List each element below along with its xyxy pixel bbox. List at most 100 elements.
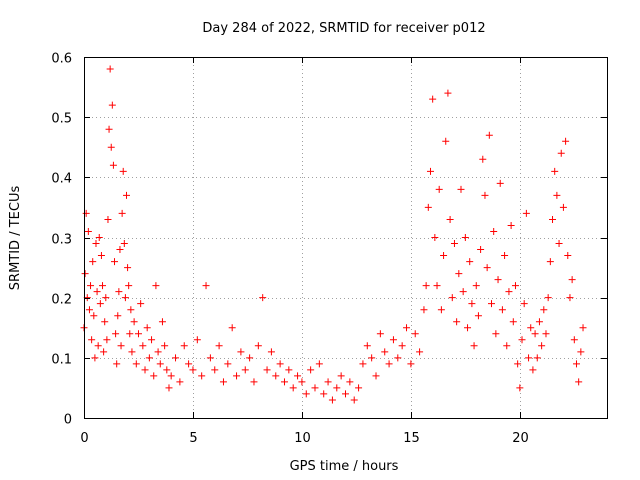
data-point (124, 264, 132, 272)
data-point (127, 306, 135, 314)
data-point (120, 240, 128, 248)
data-point (542, 330, 550, 338)
data-point (444, 89, 452, 97)
data-point (527, 324, 535, 332)
data-point (474, 312, 482, 320)
data-point (126, 330, 134, 338)
data-point (96, 300, 104, 308)
data-point (172, 354, 180, 362)
data-point (575, 378, 583, 386)
y-tick-label: 0.2 (51, 293, 72, 308)
data-point (150, 372, 158, 380)
data-point (185, 360, 193, 368)
data-point (477, 246, 485, 254)
data-point (156, 360, 164, 368)
data-point (105, 125, 113, 133)
data-point (509, 318, 517, 326)
data-point (381, 348, 389, 356)
data-point (416, 348, 424, 356)
data-point (141, 366, 149, 374)
y-tick-label: 0.3 (51, 233, 72, 248)
data-point (241, 366, 249, 374)
data-point (246, 354, 254, 362)
data-point (546, 258, 554, 266)
x-tick-label: 15 (403, 431, 420, 446)
data-point (429, 95, 437, 103)
x-tick-labels: 0 5 10 15 20 (80, 431, 528, 446)
data-point (468, 300, 476, 308)
y-axis-label: SRMTID / TECUs (8, 186, 23, 291)
data-point (453, 318, 461, 326)
data-point (263, 366, 271, 374)
data-point (535, 318, 543, 326)
data-point (431, 234, 439, 241)
data-point (104, 215, 112, 223)
data-point (324, 378, 332, 386)
data-point (564, 252, 572, 260)
data-point (101, 318, 109, 326)
data-point (457, 185, 465, 193)
data-point (501, 252, 509, 260)
data-point (111, 258, 119, 266)
data-point (148, 336, 156, 344)
data-point (276, 360, 284, 368)
data-point (481, 191, 489, 199)
grid-lines (84, 57, 607, 418)
y-tick-labels: 0 0.1 0.2 0.3 0.4 0.5 0.6 (51, 52, 72, 428)
data-point (254, 342, 262, 350)
x-tick-label: 5 (189, 431, 197, 446)
data-point (298, 378, 306, 386)
data-point (85, 306, 93, 314)
data-point (100, 348, 108, 356)
data-point (152, 282, 160, 290)
data-point (570, 336, 578, 344)
chart-title: Day 284 of 2022, SRMTID for receiver p01… (202, 21, 485, 36)
data-point (450, 240, 458, 248)
data-point (551, 167, 559, 175)
data-point (158, 318, 166, 326)
data-point (411, 330, 419, 338)
data-point (117, 342, 125, 350)
data-point (488, 300, 496, 308)
data-point (94, 342, 102, 350)
x-tick-label: 10 (294, 431, 311, 446)
data-point (103, 336, 111, 344)
data-point (376, 330, 384, 338)
data-point (219, 378, 227, 386)
data-point (446, 215, 454, 223)
data-point (224, 360, 232, 368)
data-point (112, 330, 120, 338)
data-point (466, 258, 474, 266)
data-point (470, 342, 478, 350)
data-point (113, 360, 121, 368)
data-point (92, 240, 100, 248)
y-tick-label: 0.4 (51, 172, 72, 187)
data-point (259, 294, 267, 302)
data-point (315, 360, 323, 368)
data-point (102, 294, 110, 302)
data-point (514, 360, 522, 368)
data-point (128, 348, 136, 356)
data-point (165, 384, 173, 392)
data-point (250, 378, 258, 386)
data-point (459, 288, 467, 296)
data-point (529, 366, 537, 374)
data-point (572, 360, 580, 368)
data-point (84, 227, 92, 235)
x-tick-label: 0 (80, 431, 88, 446)
data-point (372, 372, 380, 380)
data-point (114, 312, 122, 320)
data-point (328, 396, 336, 404)
data-points (80, 65, 587, 404)
data-point (285, 366, 293, 374)
data-point (525, 354, 533, 362)
data-point (143, 324, 151, 332)
data-point (426, 167, 434, 175)
data-point (109, 161, 117, 169)
data-point (89, 258, 97, 266)
data-point (119, 167, 127, 175)
data-point (498, 306, 506, 314)
data-point (154, 348, 162, 356)
data-point (198, 372, 206, 380)
data-point (90, 312, 98, 320)
